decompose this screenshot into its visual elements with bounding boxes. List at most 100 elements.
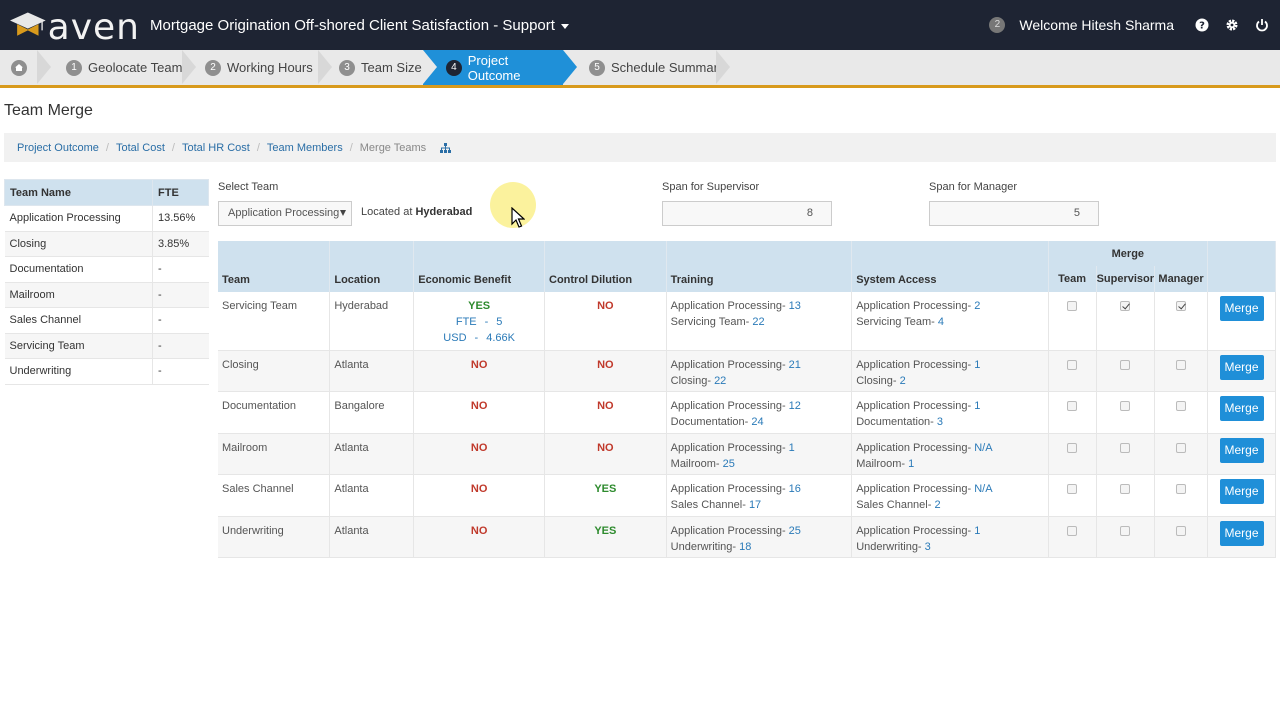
step-project-outcome[interactable]: 4 Project Outcome: [423, 50, 563, 85]
merge-team-checkbox[interactable]: [1067, 484, 1078, 494]
fte-amount: 5: [496, 316, 503, 328]
training-value: 18: [739, 540, 752, 553]
table-row: Sales Channel Atlanta NO YES Application…: [218, 474, 1276, 517]
breadcrumb-team-members[interactable]: Team Members: [266, 141, 343, 154]
mouse-pointer-icon: [511, 207, 525, 228]
access-value: 1: [974, 400, 981, 412]
training-value: 25: [722, 457, 735, 470]
team-name: Mailroom: [4, 282, 153, 308]
merge-team-checkbox[interactable]: [1067, 525, 1078, 536]
merge-button[interactable]: Merge: [1219, 479, 1264, 504]
access-value: 4: [937, 316, 945, 328]
column-header-training: Training: [666, 241, 853, 292]
merge-team-checkbox[interactable]: [1067, 401, 1078, 411]
breadcrumb-total-hr-cost[interactable]: Total HR Cost: [181, 141, 250, 154]
merge-manager-checkbox[interactable]: [1176, 401, 1187, 411]
control-dilution-value: NO: [597, 358, 614, 371]
merge-manager-checkbox[interactable]: [1176, 442, 1187, 453]
merge-supervisor-cell: [1096, 350, 1156, 392]
merge-supervisor-checkbox[interactable]: [1120, 401, 1131, 411]
sitemap-icon[interactable]: [440, 142, 452, 153]
merge-button[interactable]: Merge: [1219, 437, 1264, 463]
access-value: 1: [974, 358, 981, 371]
economic-benefit-cell: NO: [413, 391, 546, 434]
training-label: Application Processing-: [670, 358, 789, 371]
select-team-dropdown[interactable]: Application Processing: [218, 201, 352, 226]
training-value: 24: [751, 416, 764, 428]
merge-button[interactable]: Merge: [1219, 396, 1264, 421]
training-label: Application Processing-: [670, 300, 789, 312]
access-label: Underwriting-: [856, 540, 925, 553]
breadcrumb-project-outcome[interactable]: Project Outcome: [17, 141, 99, 154]
column-header-merge-manager: Manager: [1154, 266, 1209, 292]
access-value: 2: [934, 499, 941, 511]
merge-manager-checkbox[interactable]: [1176, 301, 1187, 311]
merge-team-checkbox[interactable]: [1067, 442, 1078, 453]
notification-badge[interactable]: 2: [989, 17, 1006, 33]
merge-team-checkbox[interactable]: [1067, 359, 1078, 370]
location-cell: Atlanta: [329, 433, 415, 475]
training-label: Application Processing-: [670, 483, 789, 495]
fte-label: FTE: [455, 316, 477, 328]
training-cell: Application Processing- 25 Underwriting-…: [666, 516, 853, 558]
app-logo[interactable]: aven: [0, 0, 140, 50]
breadcrumb-separator: /: [105, 141, 109, 154]
merge-button[interactable]: Merge: [1219, 296, 1264, 321]
training-value: 12: [788, 400, 801, 412]
location-cell: Bangalore: [329, 391, 415, 434]
column-header-economic-benefit: Economic Benefit: [413, 241, 546, 292]
welcome-text: Welcome Hitesh Sharma: [1019, 17, 1174, 33]
merge-team-checkbox[interactable]: [1067, 301, 1078, 311]
merge-button[interactable]: Merge: [1219, 354, 1264, 380]
training-value: 16: [788, 483, 801, 495]
step-label: Schedule Summary: [611, 60, 725, 75]
step-schedule-summary[interactable]: 5 Schedule Summary: [589, 50, 724, 85]
training-value: 13: [788, 300, 801, 312]
merge-team-cell: [1048, 474, 1097, 517]
step-team-size[interactable]: 3 Team Size: [339, 50, 422, 85]
table-row: Sales Channel -: [4, 307, 209, 334]
column-header-merge-team: Team: [1048, 266, 1097, 292]
training-label: Underwriting-: [670, 540, 740, 553]
merge-supervisor-checkbox[interactable]: [1120, 301, 1131, 311]
step-working-hours[interactable]: 2 Working Hours: [205, 50, 313, 85]
step-home[interactable]: [0, 50, 37, 85]
step-separator: [37, 50, 51, 84]
gear-icon[interactable]: [1224, 17, 1240, 33]
merge-manager-checkbox[interactable]: [1176, 525, 1187, 536]
wizard-steps: 1 Geolocate Team 2 Working Hours 3 Team …: [0, 50, 1280, 88]
table-row: Underwriting Atlanta NO YES Application …: [218, 516, 1276, 558]
control-dilution-value: NO: [597, 400, 614, 412]
select-team-value: Application Processing: [228, 207, 340, 219]
power-icon[interactable]: [1254, 17, 1270, 33]
merge-supervisor-cell: [1096, 391, 1156, 434]
location-cell: Atlanta: [329, 516, 415, 558]
merge-supervisor-cell: [1096, 433, 1156, 475]
breadcrumb-total-cost[interactable]: Total Cost: [115, 141, 165, 154]
column-header-team: Team: [218, 241, 331, 292]
merge-manager-checkbox[interactable]: [1176, 484, 1187, 494]
project-selector[interactable]: Mortgage Origination Off-shored Client S…: [150, 17, 569, 34]
team-name: Servicing Team: [4, 333, 153, 359]
economic-benefit-value: NO: [470, 441, 488, 454]
step-geolocate-team[interactable]: 1 Geolocate Team: [66, 50, 182, 85]
merge-manager-checkbox[interactable]: [1176, 359, 1187, 370]
merge-button[interactable]: Merge: [1219, 520, 1264, 546]
span-manager-input[interactable]: 5: [929, 201, 1099, 226]
training-value: 22: [714, 374, 727, 387]
training-label: Application Processing-: [670, 524, 789, 537]
usd-label: USD: [443, 332, 467, 344]
step-number: 4: [446, 59, 462, 76]
economic-benefit-cell: NO: [413, 433, 546, 475]
merge-supervisor-checkbox[interactable]: [1120, 484, 1131, 494]
system-access-cell: Application Processing- 1 Underwriting- …: [851, 516, 1049, 558]
training-label: Documentation-: [670, 416, 752, 428]
help-icon[interactable]: ?: [1194, 17, 1210, 33]
merge-supervisor-checkbox[interactable]: [1120, 442, 1131, 453]
merge-supervisor-checkbox[interactable]: [1120, 525, 1131, 536]
control-dilution-cell: YES: [544, 474, 667, 517]
merge-supervisor-checkbox[interactable]: [1120, 359, 1131, 370]
step-number: 1: [66, 59, 82, 76]
access-value: 1: [908, 457, 915, 470]
span-supervisor-input[interactable]: 8: [662, 201, 832, 226]
